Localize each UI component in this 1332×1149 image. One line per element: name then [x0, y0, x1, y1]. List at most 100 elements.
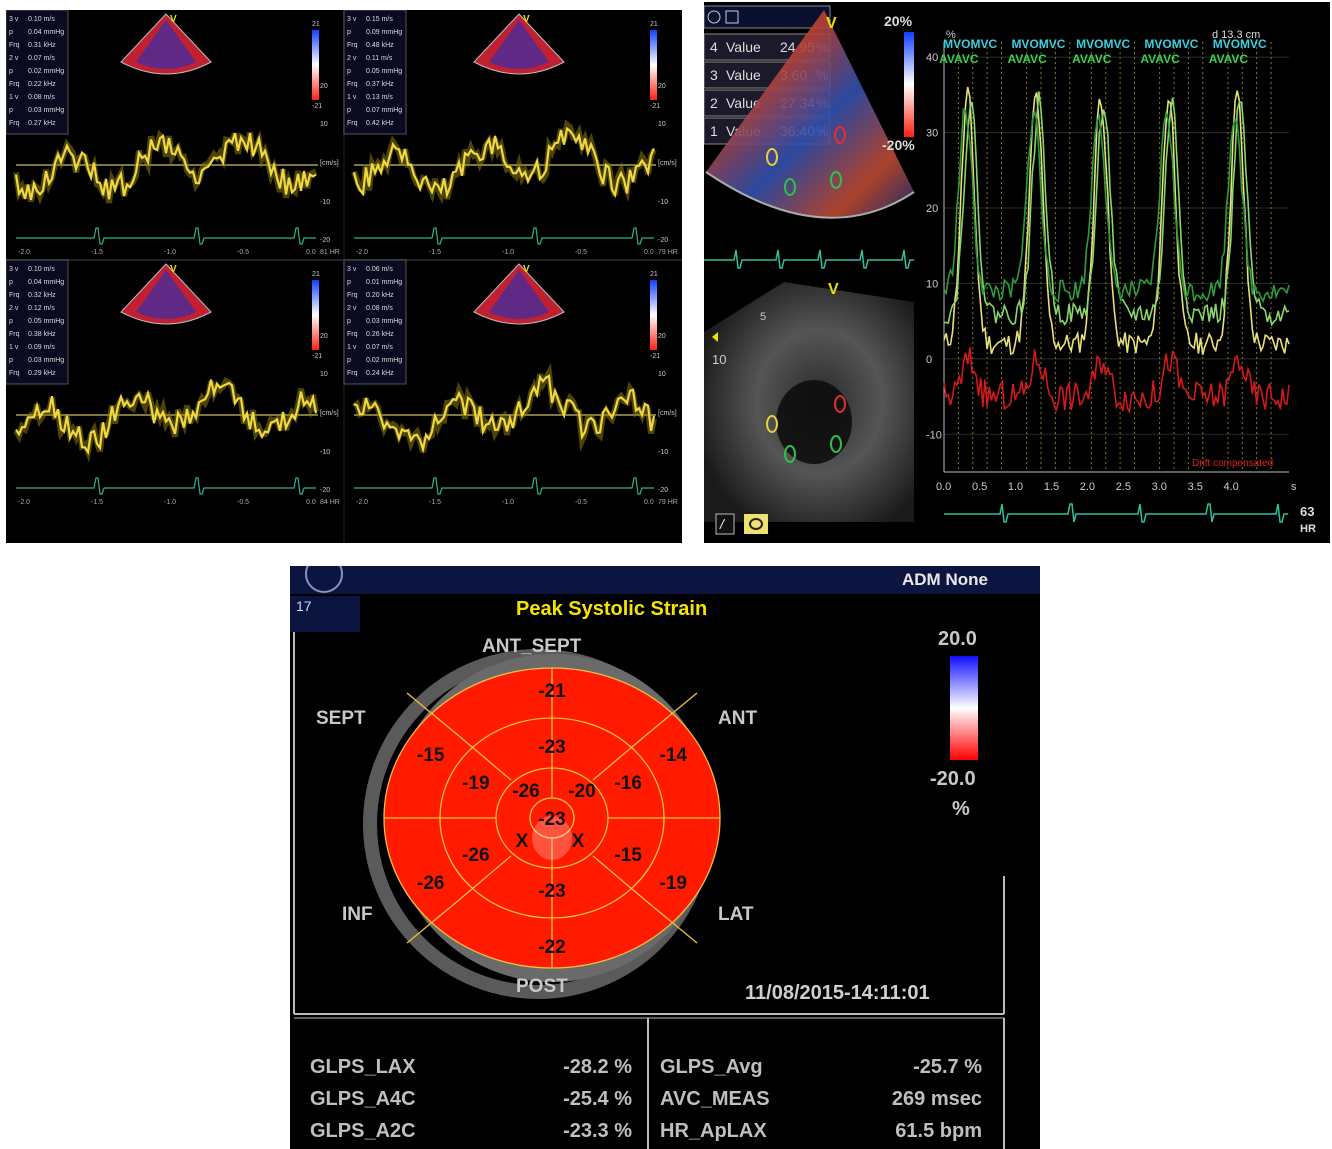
meas-glps-a4c-value: -25.4 % — [563, 1088, 632, 1110]
tdi-info-label: Frq — [9, 331, 20, 338]
tdi-info-label: p — [347, 279, 351, 286]
hr-label: HR — [1300, 523, 1316, 535]
segment-basal: -14 — [660, 745, 688, 766]
strain-curve-green — [943, 107, 1290, 304]
tdi-axis-label: 10 — [658, 121, 666, 128]
tdi-axis-label: 20 — [658, 83, 666, 90]
tdi-x-tick: 0.0 — [306, 249, 316, 256]
mvo-label: MVOMVC — [1076, 37, 1130, 51]
roi-tool-icon[interactable] — [744, 514, 768, 534]
tdi-velocity-trace — [352, 126, 656, 199]
tdi-info-value: 0.03 mmHg — [28, 357, 64, 364]
tdi-velocity-trace — [14, 132, 317, 201]
strain-y-tick: 30 — [926, 128, 938, 140]
tdi-info-value: 0.11 m/s — [366, 55, 393, 62]
tdi-info-label: p — [9, 318, 13, 325]
ge-logo-icon — [305, 566, 343, 593]
tdi-info-label: 3 v — [347, 16, 357, 23]
bullseye-color-scale — [950, 656, 978, 760]
adm-label: ADM None — [902, 570, 988, 589]
tdi-axis-label: -20 — [320, 487, 330, 494]
tdi-info-label: 2 v — [9, 55, 19, 62]
tdi-x-tick: -2.0 — [18, 249, 30, 256]
strain-x-tick: 2.5 — [1116, 481, 1131, 493]
strain-x-tick: 3.5 — [1188, 481, 1203, 493]
tdi-hr: 81 HR — [320, 249, 340, 256]
segment-mid: -23 — [538, 737, 565, 758]
wall-inf: INF — [342, 904, 373, 925]
tdi-info-value: 0.24 kHz — [366, 370, 394, 377]
tdi-info-value: 0.22 kHz — [28, 81, 56, 88]
tdi-info-label: p — [9, 29, 13, 36]
strain-curve-red — [943, 347, 1290, 415]
drift-label: Drift compensated — [1192, 458, 1273, 469]
bullseye-header-bar: ADM None — [290, 566, 1040, 594]
strain-value-num: 4 — [710, 39, 718, 55]
tdi-axis-label: -10 — [320, 199, 330, 206]
tdi-x-tick: -1.0 — [502, 499, 514, 506]
tdi-axis-label: [cm/s] — [320, 160, 339, 167]
meas-avc-value: 269 msec — [891, 1088, 982, 1110]
bullseye-scale-top: 20.0 — [938, 628, 977, 650]
tdi-axis-label: [cm/s] — [320, 410, 339, 417]
tdi-axis-label: 20 — [320, 333, 328, 340]
probe-icon — [707, 10, 721, 24]
strain-x-unit: s — [1291, 481, 1297, 493]
pen-icon[interactable]: / — [719, 516, 726, 532]
tdi-info-label: p — [347, 107, 351, 114]
bullseye-panel: ADM None 17 Peak Systolic Strain — [290, 566, 1040, 1149]
tdi-info-value: 0.07 mmHg — [366, 107, 402, 114]
tdi-scale-top: 21 — [650, 21, 658, 28]
strain-x-tick: 1.5 — [1044, 481, 1059, 493]
tdi-info-label: Frq — [9, 120, 20, 127]
tdi-info-value: 0.05 mmHg — [28, 318, 64, 325]
strain-x-tick: 4.0 — [1224, 481, 1239, 493]
meas-hr-value: 61.5 bpm — [895, 1120, 982, 1142]
tdi-info-value: 0.08 m/s — [366, 305, 393, 312]
tdi-info-label: p — [347, 357, 351, 364]
tdi-scale-top: 21 — [312, 21, 320, 28]
tdi-info-label: Frq — [9, 292, 20, 299]
meas-glps-a2c-label: GLPS_A2C — [310, 1120, 416, 1142]
v-marker-top: V — [826, 15, 837, 32]
strain-scale-top: 20% — [884, 13, 913, 29]
tdi-info-label: Frq — [347, 331, 358, 338]
hr-value: 63 — [1300, 504, 1314, 519]
tdi-info-value: 0.10 m/s — [28, 16, 55, 23]
tdi-info-value: 0.29 kHz — [28, 370, 56, 377]
tdi-quad-panel: 3 v 0.10 m/s p 0.04 mmHg Frq 0.31 kHz 2 v 0.07 … — [6, 10, 682, 543]
tdi-scale-top: 21 — [312, 271, 320, 278]
tdi-info-label: Frq — [9, 81, 20, 88]
segment-apical: X — [572, 831, 585, 852]
tdi-info-label: p — [347, 29, 351, 36]
tdi-axis-label: -10 — [658, 449, 668, 456]
tdi-x-tick: -0.5 — [237, 499, 249, 506]
depth-tick-5: 5 — [760, 311, 766, 323]
strain-value-num: 2 — [710, 95, 718, 111]
tdi-info-label: Frq — [9, 370, 20, 377]
strain-curves-panel: 4Value24.95%3Value3.60%2Value27.34%1Valu… — [704, 2, 1330, 543]
strain-value-label: Value — [726, 67, 761, 83]
tdi-info-label: p — [347, 68, 351, 75]
roi-yellow — [766, 148, 778, 166]
tdi-info-label: 2 v — [347, 55, 357, 62]
tdi-info-label: Frq — [347, 42, 358, 49]
tdi-scale-bottom: -21 — [312, 103, 322, 110]
tdi-info-value: 0.27 kHz — [28, 120, 56, 127]
tdi-scale-bottom: -21 — [312, 353, 322, 360]
segment-mid: -15 — [614, 845, 642, 866]
tdi-quad-svg: 3 v 0.10 m/s p 0.04 mmHg Frq 0.31 kHz 2 v 0.07 … — [6, 10, 682, 543]
tdi-info-value: 0.01 mmHg — [366, 279, 402, 286]
tdi-info-label: 2 v — [9, 305, 19, 312]
tdi-quadrant-4: 3 v 0.06 m/s p 0.01 mmHg Frq 0.20 kHz 2 v 0.08 … — [343, 259, 678, 506]
tdi-info-label: Frq — [347, 292, 358, 299]
tdi-quadrant-3: 3 v 0.10 m/s p 0.04 mmHg Frq 0.32 kHz 2 v 0.12 … — [6, 259, 340, 506]
av-label: AVAVC — [939, 52, 979, 66]
tdi-hr: 79 HR — [658, 249, 678, 256]
tdi-x-tick: -1.0 — [164, 249, 176, 256]
segment-model-number: 17 — [290, 596, 360, 632]
wall-post: POST — [516, 976, 568, 997]
roi-green-2 — [830, 171, 842, 189]
tdi-info-value: 0.38 kHz — [28, 331, 56, 338]
tdi-info-value: 0.02 mmHg — [366, 357, 402, 364]
